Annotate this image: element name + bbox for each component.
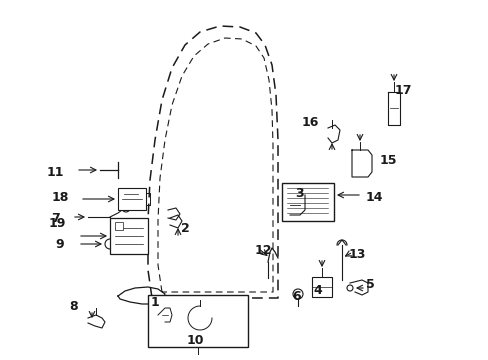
Text: 4: 4 xyxy=(313,284,322,297)
Bar xyxy=(282,183,333,221)
Bar xyxy=(311,277,331,297)
Bar xyxy=(148,295,247,347)
Bar xyxy=(115,222,123,230)
Text: 13: 13 xyxy=(347,248,365,261)
Text: 19: 19 xyxy=(48,216,65,230)
Text: 10: 10 xyxy=(186,333,203,346)
Bar xyxy=(110,218,148,254)
Text: 6: 6 xyxy=(292,289,301,302)
Text: 11: 11 xyxy=(46,166,63,179)
Text: 1: 1 xyxy=(150,296,159,309)
Text: 18: 18 xyxy=(51,190,68,203)
Text: 15: 15 xyxy=(379,153,396,166)
Text: 2: 2 xyxy=(180,221,189,234)
Text: 17: 17 xyxy=(393,84,411,96)
Text: 8: 8 xyxy=(70,301,78,314)
Text: 5: 5 xyxy=(365,279,374,292)
Text: 16: 16 xyxy=(301,116,318,129)
Text: 14: 14 xyxy=(365,190,382,203)
Text: 7: 7 xyxy=(51,212,59,225)
Text: 3: 3 xyxy=(295,186,304,199)
Text: 9: 9 xyxy=(56,238,64,251)
Text: 12: 12 xyxy=(254,243,271,257)
Bar xyxy=(118,188,146,210)
